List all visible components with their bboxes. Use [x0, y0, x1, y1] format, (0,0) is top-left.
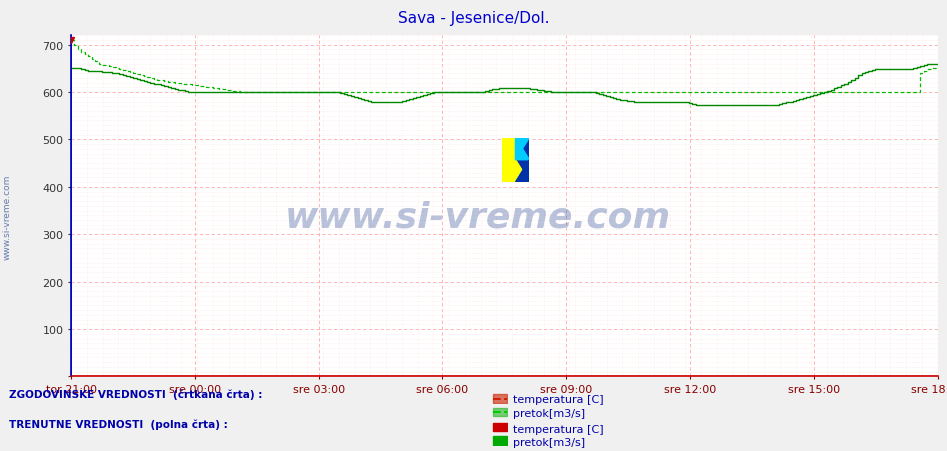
Text: TRENUTNE VREDNOSTI  (polna črta) :: TRENUTNE VREDNOSTI (polna črta) :	[9, 419, 228, 429]
Polygon shape	[515, 138, 529, 161]
Polygon shape	[515, 161, 529, 183]
Polygon shape	[515, 138, 529, 161]
Text: ZGODOVINSKE VREDNOSTI  (črtkana črta) :: ZGODOVINSKE VREDNOSTI (črtkana črta) :	[9, 389, 263, 399]
Bar	[515, 161, 529, 183]
FancyBboxPatch shape	[493, 437, 507, 445]
Polygon shape	[502, 138, 529, 183]
Text: pretok[m3/s]: pretok[m3/s]	[513, 437, 585, 447]
Polygon shape	[515, 138, 529, 161]
Text: pretok[m3/s]: pretok[m3/s]	[513, 408, 585, 418]
FancyBboxPatch shape	[493, 408, 507, 416]
Text: Sava - Jesenice/Dol.: Sava - Jesenice/Dol.	[398, 11, 549, 26]
FancyBboxPatch shape	[493, 423, 507, 431]
Polygon shape	[515, 161, 529, 183]
Text: temperatura [C]: temperatura [C]	[513, 395, 604, 405]
Text: www.si-vreme.com: www.si-vreme.com	[285, 200, 671, 234]
Bar	[502, 138, 515, 161]
Polygon shape	[502, 138, 515, 161]
Text: www.si-vreme.com: www.si-vreme.com	[3, 174, 12, 259]
Text: temperatura [C]: temperatura [C]	[513, 424, 604, 434]
FancyBboxPatch shape	[493, 395, 507, 403]
Bar	[515, 138, 529, 161]
Polygon shape	[502, 138, 529, 183]
